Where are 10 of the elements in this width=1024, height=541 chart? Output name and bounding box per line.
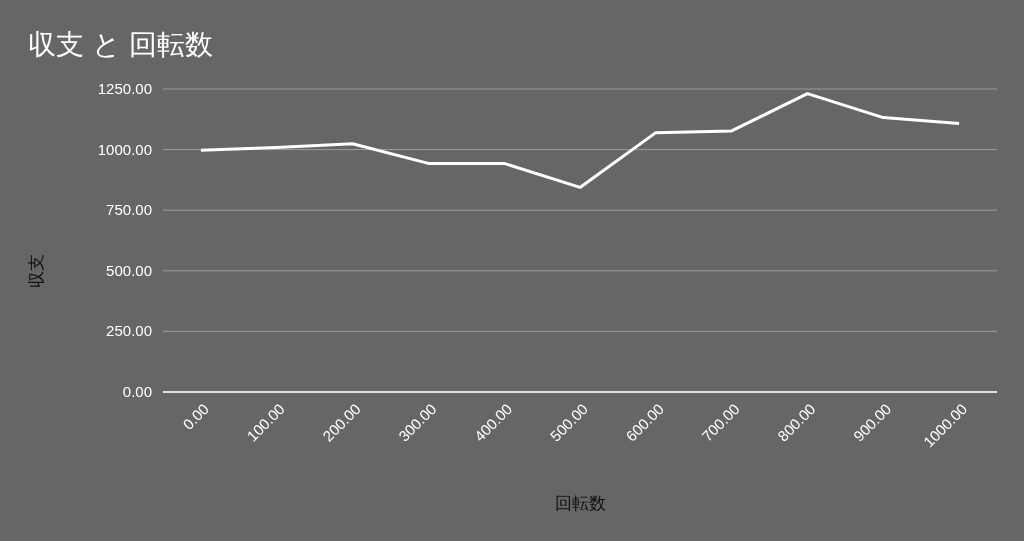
title: 収支 と 回転数 — [28, 29, 213, 60]
y-tick-label: 500.00 — [106, 261, 152, 279]
x-axis-title: 回転数 — [554, 494, 606, 513]
x-tick-label: 0.00 — [179, 400, 213, 433]
y-tick-label: 0.00 — [122, 383, 152, 400]
y-tick-label: 1000.00 — [97, 140, 152, 158]
y-tick-label: 250.00 — [106, 322, 152, 340]
y-tick-label: 750.00 — [106, 201, 152, 219]
y-axis-title: 収支 — [27, 253, 46, 288]
y-tick-label: 1250.00 — [97, 80, 152, 97]
